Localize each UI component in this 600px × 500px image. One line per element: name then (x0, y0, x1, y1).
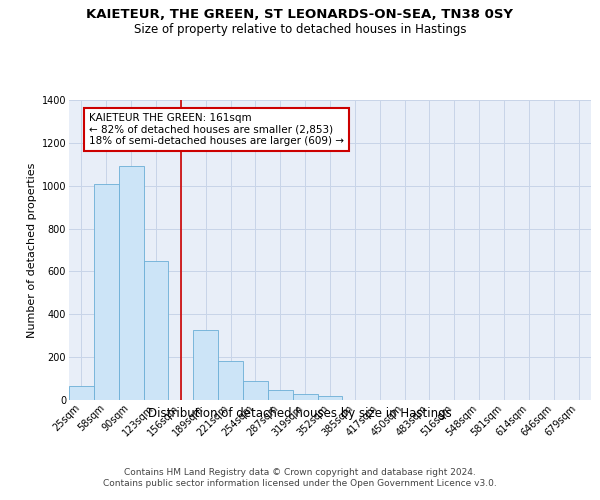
Bar (119, 166, 143, 400)
Text: Contains HM Land Registry data © Crown copyright and database right 2024.
Contai: Contains HM Land Registry data © Crown c… (103, 468, 497, 487)
Bar (268, 390, 293, 400)
Text: Size of property relative to detached houses in Hastings: Size of property relative to detached ho… (134, 22, 466, 36)
Y-axis label: Number of detached properties: Number of detached properties (28, 162, 37, 338)
Text: KAIETEUR, THE GREEN, ST LEONARDS-ON-SEA, TN38 0SY: KAIETEUR, THE GREEN, ST LEONARDS-ON-SEA,… (86, 8, 514, 20)
Bar (243, 380, 268, 400)
Bar (317, 396, 343, 400)
Bar (218, 362, 243, 400)
Bar (143, 260, 169, 400)
Text: Distribution of detached houses by size in Hastings: Distribution of detached houses by size … (148, 408, 452, 420)
Bar (193, 330, 218, 400)
Bar (94, 184, 119, 400)
Bar (293, 394, 317, 400)
Text: KAIETEUR THE GREEN: 161sqm
← 82% of detached houses are smaller (2,853)
18% of s: KAIETEUR THE GREEN: 161sqm ← 82% of deta… (89, 113, 344, 146)
Bar (69, 386, 94, 400)
